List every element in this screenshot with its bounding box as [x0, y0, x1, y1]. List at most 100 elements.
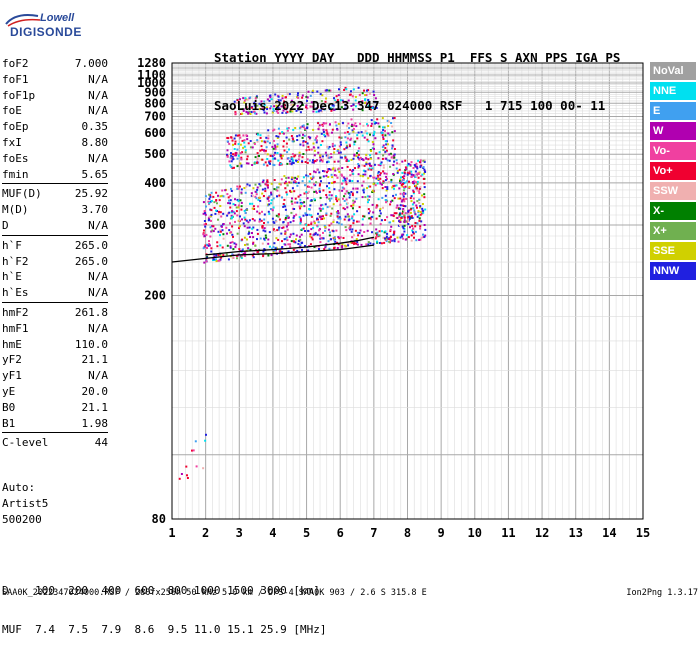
echo-point	[358, 164, 361, 167]
echo-point	[251, 146, 254, 149]
echo-point	[405, 220, 407, 223]
echo-point	[400, 200, 403, 203]
echo-point	[275, 237, 278, 240]
echo-point	[262, 255, 265, 258]
echo-point	[384, 219, 387, 221]
echo-point	[277, 215, 280, 218]
param-value: N/A	[88, 369, 108, 383]
echo-point	[234, 111, 237, 114]
echo-point	[238, 164, 241, 167]
echo-point	[392, 185, 395, 188]
echo-point	[346, 206, 349, 209]
echo-point	[239, 136, 242, 139]
echo-point	[358, 232, 361, 234]
echo-point	[328, 205, 331, 208]
echo-point	[219, 244, 222, 247]
echo-point	[354, 167, 356, 170]
echo-point	[412, 197, 415, 200]
echo-point	[270, 105, 272, 108]
echo-point	[369, 218, 372, 221]
echo-point	[366, 132, 369, 135]
echo-point	[419, 186, 422, 189]
echo-point	[349, 168, 352, 171]
echo-point	[393, 153, 396, 156]
y-tick-label: 200	[144, 289, 166, 303]
echo-point	[231, 233, 234, 236]
echo-point	[272, 109, 275, 112]
echo-point	[299, 221, 302, 223]
echo-point	[350, 204, 353, 207]
echo-point	[289, 110, 292, 113]
echo-point	[216, 245, 219, 248]
param-row: foF1 N/A	[2, 72, 108, 88]
echo-point	[348, 127, 351, 129]
param-name: h`F2	[2, 254, 29, 268]
echo-point	[224, 189, 227, 192]
echo-point	[322, 207, 325, 210]
echo-point	[384, 150, 387, 153]
echo-point	[283, 103, 286, 106]
echo-point	[259, 134, 262, 137]
echo-point	[254, 112, 256, 115]
echo-point	[354, 140, 357, 143]
echo-point	[360, 243, 363, 246]
echo-point	[379, 162, 382, 165]
echo-point	[242, 222, 245, 225]
echo-point	[273, 105, 276, 108]
echo-point	[409, 197, 412, 200]
echo-point	[402, 237, 405, 240]
echo-point	[243, 145, 246, 148]
echo-point	[389, 228, 392, 231]
echo-point	[243, 187, 246, 189]
echo-point	[381, 117, 384, 120]
echo-point	[308, 208, 311, 210]
echo-point	[327, 160, 330, 163]
echo-point	[283, 175, 286, 178]
y-tick-label: 1100	[137, 68, 166, 82]
echo-point	[332, 230, 335, 233]
echo-point	[403, 230, 406, 233]
echo-point	[269, 160, 272, 163]
echo-point	[296, 135, 299, 138]
echo-point	[281, 111, 284, 114]
echo-point	[319, 109, 322, 112]
echo-point	[391, 147, 393, 150]
echo-point	[314, 171, 317, 174]
echo-point	[390, 178, 393, 181]
echo-point	[229, 164, 232, 167]
echo-point	[375, 217, 378, 220]
echo-point	[269, 162, 271, 165]
y-tick-label: 600	[144, 126, 166, 140]
echo-point	[241, 238, 244, 241]
echo-point	[202, 233, 205, 236]
o-trace-line	[205, 236, 375, 256]
param-row: h`E N/A	[2, 269, 108, 285]
echo-point	[306, 107, 309, 110]
echo-point	[231, 225, 234, 228]
echo-point	[382, 170, 385, 173]
echo-point	[324, 203, 327, 206]
echo-point	[275, 188, 278, 191]
echo-point	[210, 215, 212, 218]
echo-point	[413, 180, 416, 183]
echo-point	[357, 102, 360, 105]
echo-point	[323, 248, 326, 251]
echo-point	[353, 124, 355, 127]
echo-point	[291, 157, 294, 160]
echo-point	[362, 180, 365, 183]
echo-point	[249, 202, 251, 205]
echo-point	[299, 219, 302, 222]
echo-point	[295, 238, 297, 241]
echo-point	[308, 190, 310, 193]
echo-point	[311, 238, 314, 241]
echo-point	[292, 181, 295, 184]
echo-point	[382, 164, 385, 167]
echo-point	[247, 247, 250, 250]
echo-point	[308, 148, 311, 151]
echo-point	[399, 224, 401, 227]
echo-point	[290, 211, 293, 214]
echo-point	[261, 181, 264, 183]
echo-point	[234, 112, 237, 115]
echo-point	[267, 203, 270, 206]
echo-point	[340, 106, 343, 109]
